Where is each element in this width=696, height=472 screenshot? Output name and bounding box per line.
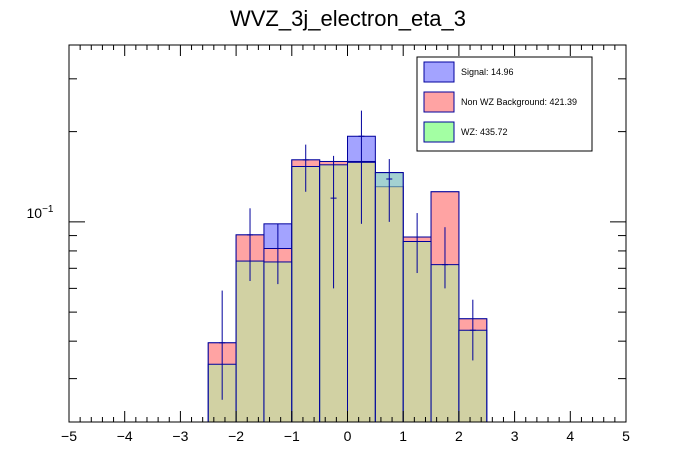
x-tick-label: 0 [344, 428, 352, 444]
error-bars [219, 110, 476, 400]
legend: Signal: 14.96 Non WZ Background: 421.39 WZ… [416, 56, 593, 152]
bar-wz-3 [291, 165, 321, 423]
x-tick-label: −4 [117, 428, 133, 444]
legend-label-wz: WZ: 435.72 [461, 127, 508, 137]
y-tick-label: 10−1 [27, 204, 54, 221]
bar-wz-2 [263, 261, 293, 423]
x-tick-label: 1 [399, 428, 407, 444]
x-tick-label: 4 [566, 428, 574, 444]
y-axis: 10−1 [27, 78, 626, 380]
x-tick-label: 5 [622, 428, 630, 444]
chart-title: WVZ_3j_electron_eta_3 [230, 6, 466, 31]
x-axis: −5 −4 −3 −2 −1 0 1 2 3 4 5 [61, 45, 630, 444]
legend-swatch-wz [423, 121, 455, 143]
legend-swatch-signal [423, 61, 455, 83]
legend-label-non-wz-background: Non WZ Background: 421.39 [461, 97, 577, 107]
x-tick-label: −5 [61, 428, 77, 444]
legend-swatch-non-wz-background [423, 91, 455, 113]
x-tick-label: 2 [455, 428, 463, 444]
x-tick-label: −2 [228, 428, 244, 444]
bar-wz-8 [430, 264, 460, 423]
bar-wz-1 [235, 260, 265, 423]
x-tick-label: 3 [511, 428, 519, 444]
legend-label-signal: Signal: 14.96 [461, 67, 514, 77]
x-tick-label: −1 [284, 428, 300, 444]
x-tick-label: −3 [172, 428, 188, 444]
